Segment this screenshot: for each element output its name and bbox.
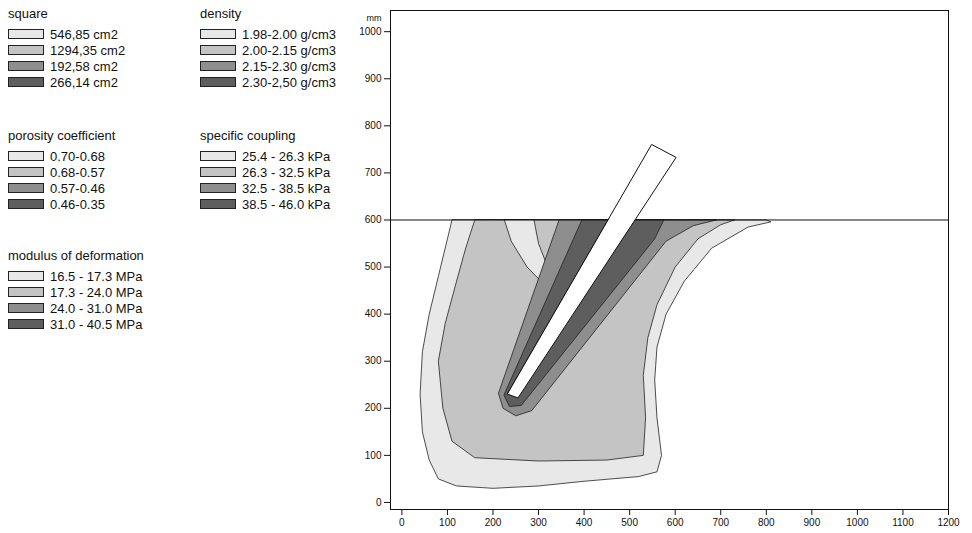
- svg-text:700: 700: [712, 517, 729, 528]
- html-text:1294,35 cm2: 1294,35 cm2: [50, 42, 126, 58]
- html-text:32.5 - 38.5 kPa: 32.5 - 38.5 kPa: [242, 180, 331, 196]
- html-text:0.57-0.46: 0.57-0.46: [50, 180, 105, 196]
- svg-text:300: 300: [530, 517, 547, 528]
- svg-text:700: 700: [365, 167, 382, 178]
- svg-text:100: 100: [439, 517, 456, 528]
- html-text:porosity coefficient: porosity coefficient: [8, 128, 116, 143]
- html-text:2.30-2,50 g/cm3: 2.30-2,50 g/cm3: [242, 74, 336, 90]
- html-text:17.3 - 24.0 MPa: 17.3 - 24.0 MPa: [50, 284, 143, 300]
- svg-text:600: 600: [667, 517, 684, 528]
- svg-text:300: 300: [365, 355, 382, 366]
- svg-text:900: 900: [804, 517, 821, 528]
- html-text:24.0 - 31.0 MPa: 24.0 - 31.0 MPa: [50, 300, 143, 316]
- svg-text:100: 100: [365, 450, 382, 461]
- svg-text:400: 400: [365, 308, 382, 319]
- html-text:2.15-2.30 g/cm3: 2.15-2.30 g/cm3: [242, 58, 336, 74]
- html-text:2.00-2.15 g/cm3: 2.00-2.15 g/cm3: [242, 42, 336, 58]
- html-text:specific coupling: specific coupling: [200, 128, 296, 143]
- html-text:26.3 - 32.5 kPa: 26.3 - 32.5 kPa: [242, 164, 331, 180]
- html-text:38.5 - 46.0 kPa: 38.5 - 46.0 kPa: [242, 196, 331, 212]
- svg-text:400: 400: [576, 517, 593, 528]
- svg-text:1100: 1100: [892, 517, 914, 528]
- html-text:0.46-0.35: 0.46-0.35: [50, 196, 105, 212]
- html-text:1.98-2.00 g/cm3: 1.98-2.00 g/cm3: [242, 26, 336, 42]
- svg-text:800: 800: [758, 517, 775, 528]
- html-text:192,58 cm2: 192,58 cm2: [50, 58, 118, 74]
- html-text:density: density: [200, 6, 242, 21]
- html-text:0.70-0.68: 0.70-0.68: [50, 148, 105, 164]
- svg-text:500: 500: [621, 517, 638, 528]
- html-text:square: square: [8, 6, 48, 21]
- html-text:266,14 cm2: 266,14 cm2: [50, 74, 118, 90]
- svg-text:0: 0: [376, 497, 382, 508]
- svg-text:800: 800: [365, 120, 382, 131]
- html-text:0.68-0.57: 0.68-0.57: [50, 164, 105, 180]
- svg-text:1200: 1200: [937, 517, 960, 528]
- svg-text:500: 500: [365, 261, 382, 272]
- svg-text:1000: 1000: [359, 26, 382, 37]
- svg-text:0: 0: [399, 517, 405, 528]
- svg-text:900: 900: [365, 73, 382, 84]
- html-text:31.0 - 40.5 MPa: 31.0 - 40.5 MPa: [50, 316, 143, 332]
- svg-text:200: 200: [365, 402, 382, 413]
- html-text:16.5 - 17.3 MPa: 16.5 - 17.3 MPa: [50, 268, 143, 284]
- svg-text:mm: mm: [367, 13, 382, 23]
- svg-text:1000: 1000: [846, 517, 869, 528]
- html-text:546,85 cm2: 546,85 cm2: [50, 26, 118, 42]
- html-text:25.4 - 26.3 kPa: 25.4 - 26.3 kPa: [242, 148, 331, 164]
- svg-text:200: 200: [485, 517, 502, 528]
- svg-text:600: 600: [365, 214, 382, 225]
- html-text:modulus of deformation: modulus of deformation: [8, 248, 144, 263]
